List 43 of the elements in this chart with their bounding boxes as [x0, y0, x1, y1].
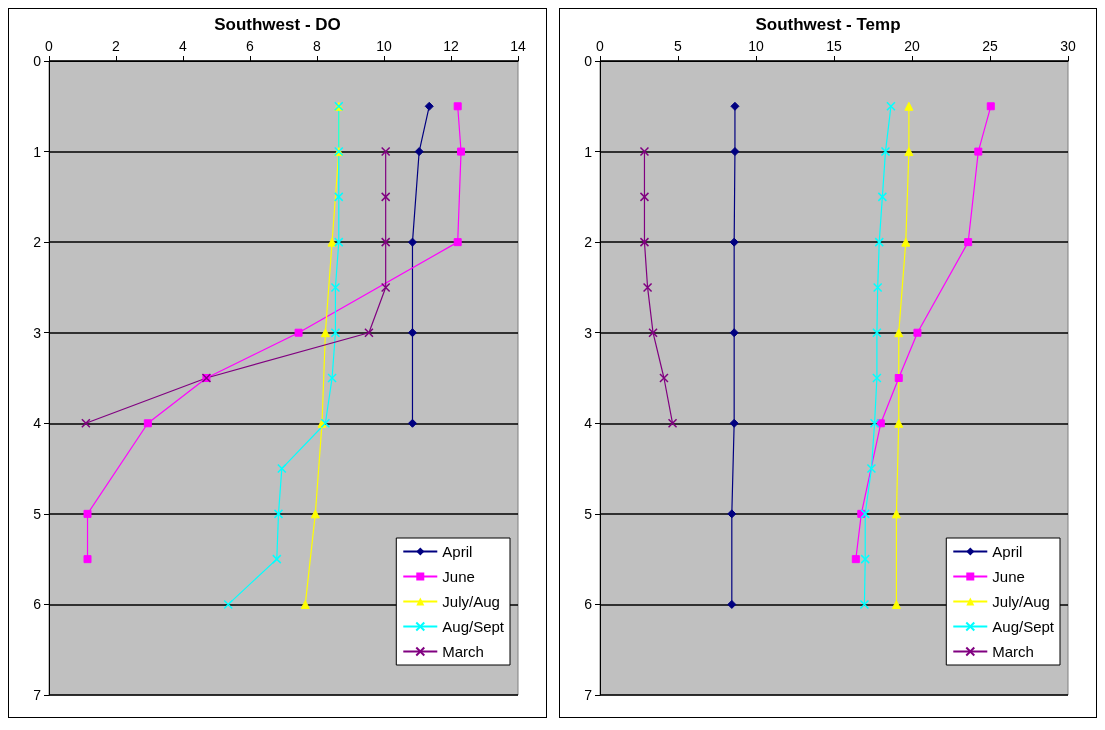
y-tick-label: 2 — [584, 234, 593, 251]
y-tick-label: 5 — [584, 505, 593, 522]
x-tick-label: 0 — [596, 38, 605, 54]
y-tick-label: 4 — [33, 415, 42, 432]
y-tick-label: 3 — [33, 324, 42, 341]
legend-label: March — [442, 643, 484, 660]
x-tick-label: 12 — [443, 38, 459, 54]
y-tick-label: 3 — [584, 324, 593, 341]
x-tick-label: 8 — [313, 38, 322, 54]
y-tick-label: 1 — [584, 143, 593, 160]
x-tick-label: 2 — [112, 38, 121, 54]
x-tick-label: 5 — [674, 38, 683, 54]
legend-label: June — [992, 568, 1025, 585]
y-tick-label: 5 — [33, 505, 42, 522]
x-tick-label: 14 — [510, 38, 526, 54]
x-tick-label: 0 — [45, 38, 54, 54]
y-tick-label: 4 — [584, 415, 593, 432]
legend-label: Aug/Sept — [992, 618, 1055, 635]
x-tick-label: 10 — [748, 38, 764, 54]
x-tick-label: 20 — [904, 38, 920, 54]
x-tick-label: 15 — [826, 38, 842, 54]
legend-label: July/Aug — [442, 593, 500, 610]
legend-label: April — [442, 543, 473, 560]
x-tick-label: 25 — [982, 38, 998, 54]
legend-label: March — [992, 643, 1034, 660]
y-tick-label: 7 — [584, 687, 593, 703]
x-tick-label: 30 — [1060, 38, 1076, 54]
x-tick-label: 10 — [376, 38, 392, 54]
x-tick-label: 6 — [246, 38, 255, 54]
y-tick-label: 6 — [584, 596, 593, 613]
legend-label: Aug/Sept — [442, 618, 505, 635]
y-tick-label: 7 — [33, 687, 42, 703]
y-tick-label: 1 — [33, 143, 42, 160]
legend-label: July/Aug — [992, 593, 1050, 610]
chart-title: Southwest - DO — [214, 15, 341, 34]
x-tick-label: 4 — [179, 38, 188, 54]
chart-title: Southwest - Temp — [755, 15, 901, 34]
legend-label: April — [992, 543, 1023, 560]
y-tick-label: 6 — [33, 596, 42, 613]
y-tick-label: 0 — [33, 53, 42, 69]
y-tick-label: 2 — [33, 234, 42, 251]
y-tick-label: 0 — [584, 53, 593, 69]
legend-label: June — [442, 568, 475, 585]
